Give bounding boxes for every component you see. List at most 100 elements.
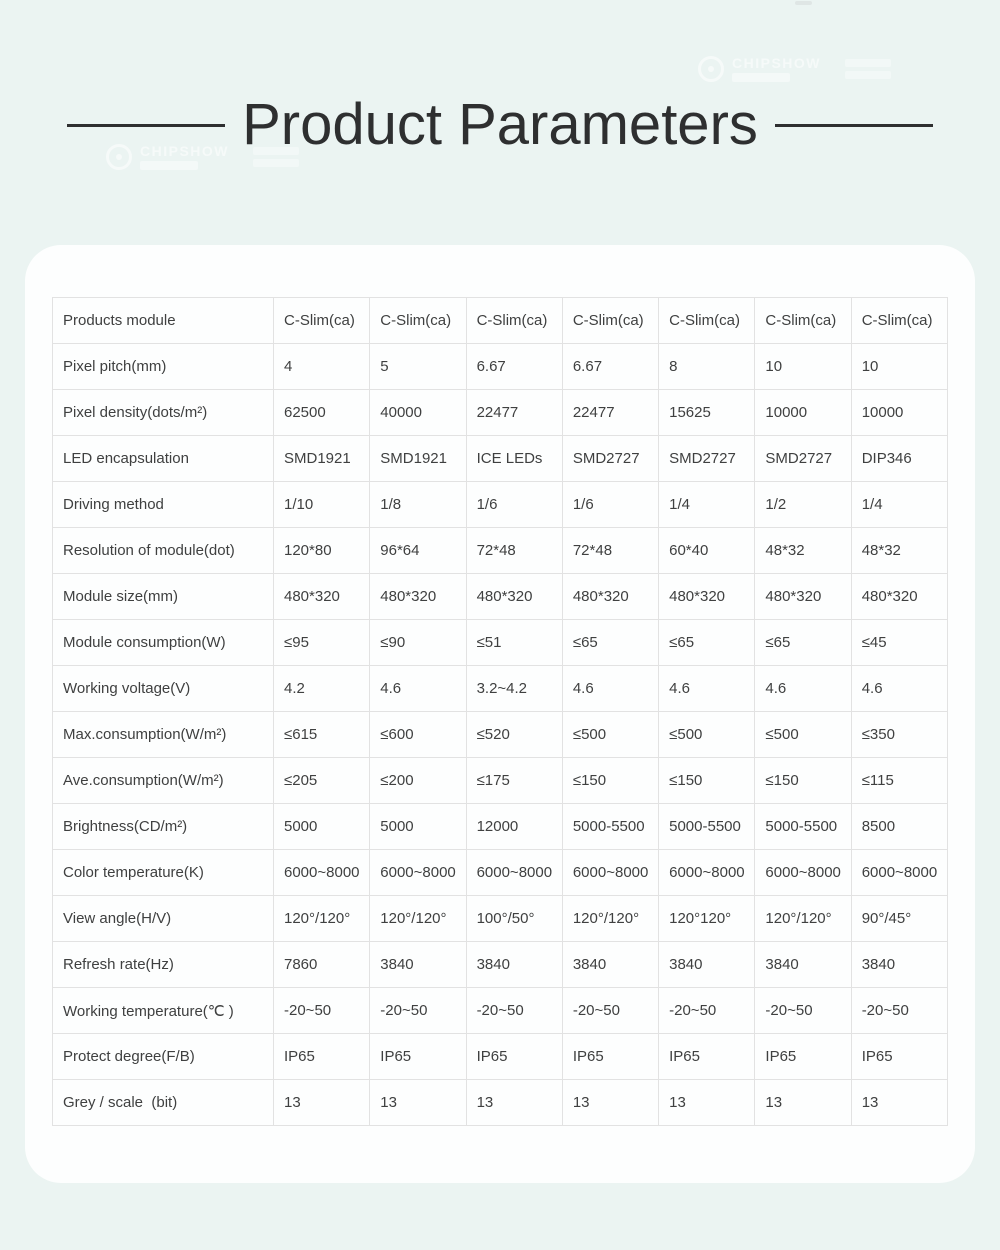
title-decoration-line-right xyxy=(774,123,933,127)
spec-value-cell: 6000~8000 xyxy=(465,849,563,896)
spec-value-cell: 5000 xyxy=(272,803,371,850)
spec-value-cell: 5000-5500 xyxy=(754,803,852,850)
spec-value-cell: 480*320 xyxy=(465,573,563,620)
brand-watermark: CHIPSHOW xyxy=(698,56,891,82)
spec-value-cell: 72*48 xyxy=(465,527,563,574)
spec-value-cell: 13 xyxy=(369,1079,467,1126)
spec-value-cell: C-Slim(ca) xyxy=(369,297,467,344)
spec-value-cell: 22477 xyxy=(561,389,660,436)
table-row: View angle(H/V) 120°/120° 120°/120° 100°/50… xyxy=(52,895,949,942)
spec-value-cell: IP65 xyxy=(754,1033,852,1080)
spec-value-cell: IP65 xyxy=(369,1033,467,1080)
spec-value-cell: 480*320 xyxy=(272,573,371,620)
watermark-subtext-bar xyxy=(732,73,790,82)
watermark-text-bar xyxy=(845,71,891,79)
spec-value-cell: SMD2727 xyxy=(658,435,756,482)
spec-value-cell: 4.6 xyxy=(369,665,467,712)
spec-value-cell: 100°/50° xyxy=(465,895,563,942)
table-row: Color temperature(K) 6000~8000 6000~8000 60… xyxy=(52,849,949,896)
spec-value-cell: 62500 xyxy=(272,389,371,436)
table-row: Pixel pitch(mm) 4 5 6.67 6.67 8 10 10 xyxy=(52,343,949,390)
spec-value-cell: 13 xyxy=(754,1079,852,1126)
spec-value-cell: ≤500 xyxy=(561,711,660,758)
section-title-row: Product Parameters xyxy=(0,96,1000,154)
spec-value-cell: 5 xyxy=(369,343,467,390)
spec-value-cell: 13 xyxy=(850,1079,949,1126)
spec-value-cell: -20~50 xyxy=(272,987,371,1034)
spec-value-cell: C-Slim(ca) xyxy=(754,297,852,344)
spec-value-cell: ≤205 xyxy=(272,757,371,804)
spec-value-cell: 1/6 xyxy=(465,481,563,528)
spec-value-cell: 480*320 xyxy=(369,573,467,620)
spec-value-cell: ≤45 xyxy=(850,619,949,666)
spec-value-cell: IP65 xyxy=(465,1033,563,1080)
spec-value-cell: 15625 xyxy=(658,389,756,436)
spec-value-cell: 4.2 xyxy=(272,665,371,712)
spec-value-cell: 5000 xyxy=(369,803,467,850)
spec-value-cell: 6000~8000 xyxy=(754,849,852,896)
spec-label: View angle(H/V) xyxy=(52,895,274,942)
table-row: LED encapsulation SMD1921 SMD1921 ICE LEDs S… xyxy=(52,435,949,482)
spec-value-cell: 6000~8000 xyxy=(272,849,371,896)
spec-value-cell: IP65 xyxy=(561,1033,660,1080)
spec-value-cell: 5000-5500 xyxy=(561,803,660,850)
spec-label: Pixel pitch(mm) xyxy=(52,343,274,390)
spec-value-cell: ≤115 xyxy=(850,757,949,804)
cropped-graphic-fragment xyxy=(795,1,812,5)
spec-value-cell: 10 xyxy=(754,343,852,390)
spec-value-cell: ≤150 xyxy=(754,757,852,804)
watermark-secondary-block xyxy=(845,59,891,79)
spec-value-cell: ≤65 xyxy=(658,619,756,666)
spec-value-cell: 1/2 xyxy=(754,481,852,528)
spec-value-cell: 480*320 xyxy=(850,573,949,620)
spec-value-cell: ≤51 xyxy=(465,619,563,666)
spec-value-cell: 13 xyxy=(561,1079,660,1126)
table-row: Working voltage(V) 4.2 4.6 3.2~4.2 4.6 4.6 4.6… xyxy=(52,665,949,712)
spec-value-cell: ≤150 xyxy=(658,757,756,804)
spec-value-cell: 480*320 xyxy=(754,573,852,620)
spec-value-cell: -20~50 xyxy=(465,987,563,1034)
spec-value-cell: 4.6 xyxy=(850,665,949,712)
spec-label: Refresh rate(Hz) xyxy=(52,941,274,988)
spec-value-cell: 10000 xyxy=(850,389,949,436)
spec-value-cell: 1/4 xyxy=(658,481,756,528)
spec-value-cell: ≤500 xyxy=(658,711,756,758)
spec-value-cell: C-Slim(ca) xyxy=(561,297,660,344)
spec-value-cell: ≤600 xyxy=(369,711,467,758)
spec-value-cell: ≤90 xyxy=(369,619,467,666)
spec-value-cell: 40000 xyxy=(369,389,467,436)
spec-value-cell: ≤200 xyxy=(369,757,467,804)
spec-value-cell: SMD2727 xyxy=(754,435,852,482)
spec-value-cell: ≤350 xyxy=(850,711,949,758)
parameters-card: Products module C-Slim(ca) C-Slim(ca) C-Sli… xyxy=(25,245,975,1183)
spec-value-cell: 6000~8000 xyxy=(561,849,660,896)
spec-label: Resolution of module(dot) xyxy=(52,527,274,574)
spec-value-cell: ≤95 xyxy=(272,619,371,666)
spec-value-cell: 120°120° xyxy=(658,895,756,942)
spec-value-cell: C-Slim(ca) xyxy=(465,297,563,344)
spec-value-cell: ≤500 xyxy=(754,711,852,758)
spec-value-cell: -20~50 xyxy=(850,987,949,1034)
spec-label: Driving method xyxy=(52,481,274,528)
table-row: Resolution of module(dot) 120*80 96*64 72*4… xyxy=(52,527,949,574)
spec-label: Grey / scale (bit) xyxy=(52,1079,274,1126)
spec-value-cell: 120*80 xyxy=(272,527,371,574)
spec-value-cell: 120°/120° xyxy=(754,895,852,942)
spec-value-cell: 3840 xyxy=(561,941,660,988)
spec-value-cell: 90°/45° xyxy=(850,895,949,942)
spec-value-cell: ICE LEDs xyxy=(465,435,563,482)
spec-value-cell: -20~50 xyxy=(754,987,852,1034)
table-row: Module consumption(W) ≤95 ≤90 ≤51 ≤65 ≤65 ≤65 ≤… xyxy=(52,619,949,666)
spec-value-cell: IP65 xyxy=(850,1033,949,1080)
spec-value-cell: 1/8 xyxy=(369,481,467,528)
spec-value-cell: C-Slim(ca) xyxy=(272,297,371,344)
spec-value-cell: 6.67 xyxy=(561,343,660,390)
spec-value-cell: 60*40 xyxy=(658,527,756,574)
spec-value-cell: -20~50 xyxy=(561,987,660,1034)
spec-value-cell: 120°/120° xyxy=(272,895,371,942)
spec-value-cell: 480*320 xyxy=(658,573,756,620)
spec-value-cell: 6000~8000 xyxy=(369,849,467,896)
spec-value-cell: 3840 xyxy=(658,941,756,988)
spec-value-cell: C-Slim(ca) xyxy=(658,297,756,344)
